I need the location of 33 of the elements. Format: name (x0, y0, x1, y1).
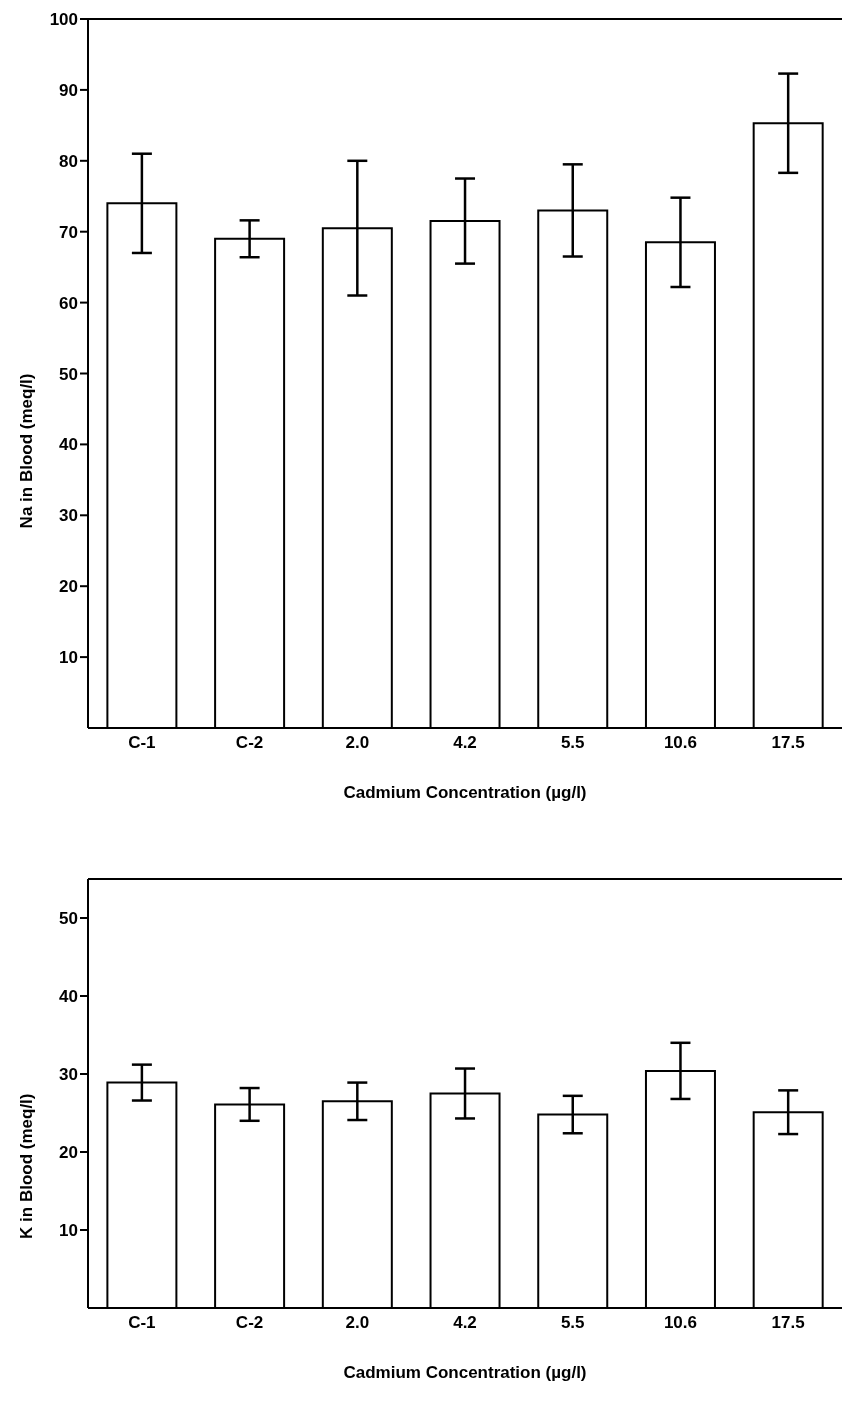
y-tick-label: 70 (59, 222, 78, 242)
x-axis-title: Cadmium Concentration (µg/l) (343, 1363, 587, 1383)
y-tick-label: 100 (49, 10, 78, 30)
y-tick-label: 20 (59, 1143, 78, 1163)
y-tick-label: 30 (59, 506, 78, 526)
y-tick-label: 90 (59, 80, 78, 100)
x-tick-label: C-1 (128, 1313, 156, 1333)
x-tick-label: 2.0 (345, 1313, 370, 1333)
y-tick-label: 40 (59, 987, 78, 1007)
x-tick-label: 5.5 (560, 1313, 585, 1333)
y-tick-label: 10 (59, 1221, 78, 1241)
x-axis-title: Cadmium Concentration (µg/l) (343, 783, 587, 803)
x-tick-label: 10.6 (663, 733, 697, 753)
x-tick-label: C-2 (235, 733, 264, 753)
y-tick-label: 40 (59, 435, 78, 455)
x-tick-label: 2.0 (345, 733, 370, 753)
x-tick-label: C-1 (128, 733, 156, 753)
x-tick-label: 5.5 (560, 733, 585, 753)
y-tick-label: 20 (59, 577, 78, 597)
x-tick-label: C-2 (235, 1313, 264, 1333)
x-tick-label: 17.5 (771, 733, 805, 753)
x-tick-label: 4.2 (453, 733, 477, 753)
y-axis-title: Na in Blood (meq/l) (17, 373, 37, 529)
x-tick-label: 17.5 (771, 1313, 805, 1333)
y-tick-label: 60 (59, 293, 78, 313)
y-tick-label: 30 (59, 1065, 78, 1085)
y-tick-label: 10 (59, 648, 78, 668)
x-tick-label: 10.6 (663, 1313, 697, 1333)
y-axis-title: K in Blood (meq/l) (17, 1093, 37, 1239)
y-tick-label: 50 (59, 909, 78, 929)
x-tick-label: 4.2 (453, 1313, 477, 1333)
y-tick-label: 80 (59, 151, 78, 171)
y-tick-label: 50 (59, 364, 78, 384)
